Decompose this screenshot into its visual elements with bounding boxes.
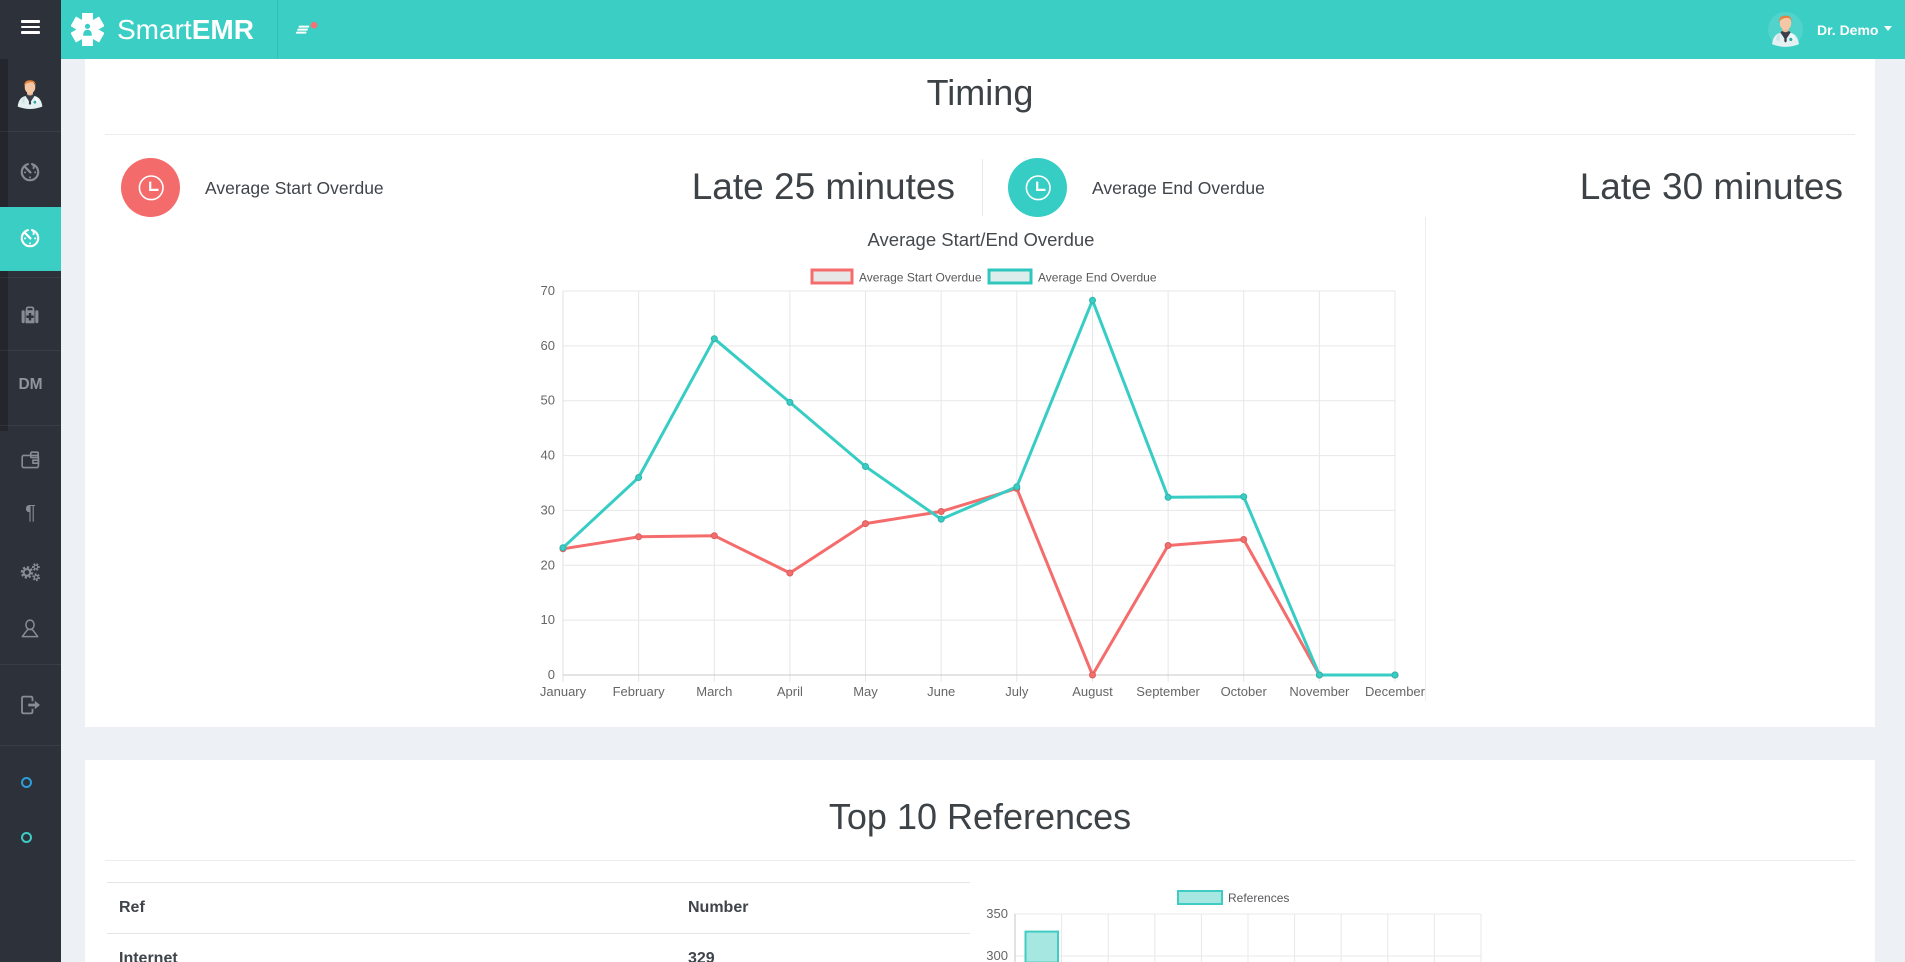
svg-text:50: 50 xyxy=(541,393,555,408)
svg-text:May: May xyxy=(853,684,878,699)
svg-text:20: 20 xyxy=(541,557,555,572)
svg-text:January: January xyxy=(540,684,587,699)
svg-text:40: 40 xyxy=(541,448,555,463)
svg-text:350: 350 xyxy=(986,906,1008,921)
svg-text:October: October xyxy=(1221,684,1268,699)
svg-text:June: June xyxy=(927,684,955,699)
svg-text:November: November xyxy=(1289,684,1350,699)
svg-text:Average End Overdue: Average End Overdue xyxy=(1038,271,1157,285)
svg-text:Average Start Overdue: Average Start Overdue xyxy=(859,271,982,285)
svg-text:10: 10 xyxy=(541,612,555,627)
svg-text:0: 0 xyxy=(548,667,555,682)
svg-text:July: July xyxy=(1005,684,1029,699)
svg-text:60: 60 xyxy=(541,338,555,353)
svg-text:300: 300 xyxy=(986,948,1008,962)
svg-text:March: March xyxy=(696,684,732,699)
svg-text:August: August xyxy=(1072,684,1113,699)
svg-text:February: February xyxy=(613,684,666,699)
svg-text:30: 30 xyxy=(541,502,555,517)
svg-text:December: December xyxy=(1365,684,1426,699)
svg-text:Average Start/End Overdue: Average Start/End Overdue xyxy=(868,229,1095,250)
svg-text:70: 70 xyxy=(541,283,555,298)
svg-text:September: September xyxy=(1136,684,1200,699)
svg-text:References: References xyxy=(1228,891,1289,905)
svg-text:April: April xyxy=(777,684,803,699)
